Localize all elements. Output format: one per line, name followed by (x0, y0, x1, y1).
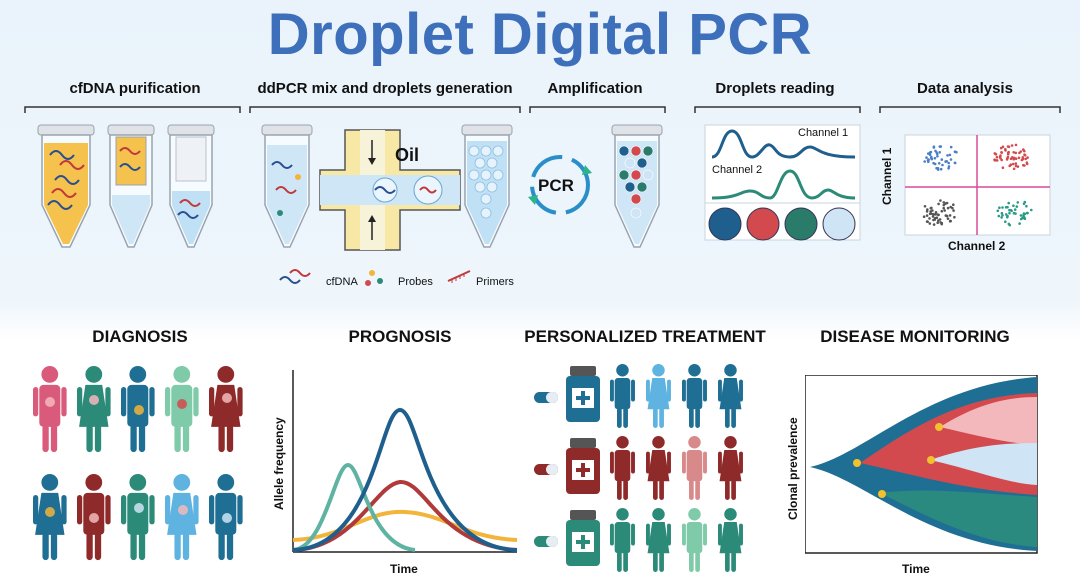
tube-spin-column (107, 124, 155, 248)
cluster-double-positive (993, 143, 1029, 171)
person-icon (121, 366, 155, 453)
person-icon (682, 364, 707, 428)
legend-primers-label: Primers (476, 276, 514, 288)
pcr-cycle-icon (528, 155, 592, 215)
section-label-personalized-treatment: PERSONALIZED TREATMENT (524, 327, 766, 346)
bracket-analysis (879, 106, 1061, 113)
bracket-amplification (529, 106, 666, 113)
figure-title: Droplet Digital PCR (267, 2, 813, 67)
section-label-prognosis: PROGNOSIS (348, 327, 452, 346)
prognosis-chart (292, 370, 518, 553)
person-icon (718, 436, 743, 500)
droplet-color-row (708, 207, 856, 241)
monitoring-x-label: Time (902, 562, 930, 576)
clone-light-blue (930, 443, 1037, 485)
medicine-bottle-icon (566, 510, 600, 566)
diagnosis-people-grid (33, 366, 243, 561)
pcr-label: PCR (538, 176, 574, 195)
channel2-trace (711, 169, 856, 200)
primers-icon (447, 270, 471, 282)
person-icon (646, 508, 671, 572)
step-label-ddpcr-mix: ddPCR mix and droplets generation (257, 80, 513, 97)
tube-yellow-sample (37, 124, 95, 248)
tube-amplified-droplets (611, 124, 663, 248)
droplet-3 (784, 207, 818, 241)
medicine-bottle-icon (566, 366, 600, 422)
tube-ddpcr-mix (261, 124, 313, 248)
prognosis-y-label: Allele frequency (272, 417, 286, 510)
cluster-double-negative (922, 199, 956, 226)
droplet-generator-chip (319, 129, 461, 251)
person-icon (646, 364, 671, 428)
droplet-2 (746, 207, 780, 241)
bracket-reading (694, 106, 861, 113)
step-brackets (24, 106, 1061, 113)
person-icon (610, 436, 635, 500)
legend-cfdna-label: cfDNA (326, 276, 358, 288)
workflow-graphics (24, 106, 1061, 286)
person-icon (77, 366, 111, 453)
probes-icon (369, 270, 375, 276)
clone-origin-markers (853, 423, 943, 498)
curve-teal (292, 462, 416, 552)
step-label-amplification: Amplification (547, 80, 643, 97)
legend-probes-label: Probes (398, 276, 433, 288)
monitoring-y-label: Clonal prevalence (786, 417, 800, 520)
step-label-cfdna-purification: cfDNA purification (69, 80, 201, 97)
person-icon (682, 436, 707, 500)
step-label-droplets-reading: Droplets reading (715, 80, 835, 97)
cfdna-icon (279, 276, 301, 284)
section-label-diagnosis: DIAGNOSIS (92, 327, 188, 346)
curve-yellow (292, 509, 518, 542)
channel1-trace (711, 129, 856, 159)
person-icon (165, 474, 199, 561)
medicine-bottle-icon (566, 438, 600, 494)
workflow-legend-icons (279, 269, 471, 286)
tube-eluate (167, 124, 215, 248)
channel1-label: Channel 1 (798, 127, 849, 139)
clone-pink (940, 397, 1037, 445)
personalized-treatment-grid (534, 364, 743, 572)
cluster-channel2-positive (996, 200, 1033, 227)
droplet-1 (708, 207, 742, 241)
disease-monitoring-chart (805, 375, 1038, 554)
section-label-disease-monitoring: DISEASE MONITORING (820, 327, 1010, 346)
channel2-label: Channel 2 (712, 164, 763, 176)
quadrant-plot (904, 134, 1051, 236)
analysis-y-label: Channel 1 (880, 147, 894, 205)
step-label-data-analysis: Data analysis (917, 80, 1013, 97)
person-icon (209, 366, 243, 453)
oil-label: Oil (395, 145, 420, 165)
person-icon (610, 364, 635, 428)
tube-droplets (461, 124, 513, 248)
droplet-4 (822, 207, 856, 241)
person-icon (718, 364, 743, 428)
curve-navy (292, 407, 518, 552)
cluster-channel1-positive (923, 145, 958, 171)
bracket-ddpcr (249, 106, 521, 113)
curve-red (292, 480, 518, 552)
bracket-cfdna (24, 106, 241, 113)
clone-teal (880, 490, 1037, 547)
person-icon (646, 436, 671, 500)
person-icon (33, 366, 67, 453)
person-icon (610, 508, 635, 572)
prognosis-x-label: Time (390, 562, 418, 576)
person-icon (682, 508, 707, 572)
person-icon (165, 366, 199, 453)
person-icon (121, 474, 155, 561)
analysis-x-label: Channel 2 (948, 239, 1006, 253)
person-icon (33, 474, 67, 561)
person-icon (718, 508, 743, 572)
